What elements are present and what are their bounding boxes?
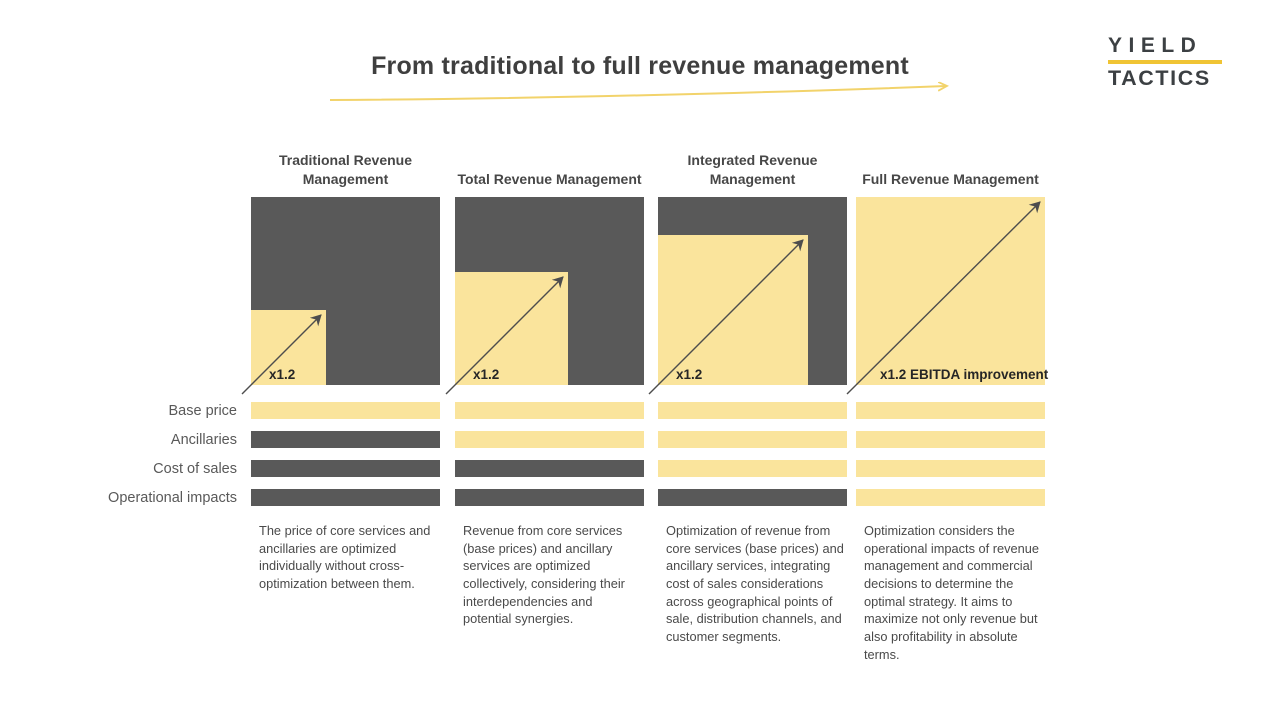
matrix-bar — [455, 402, 644, 419]
matrix-bar — [455, 460, 644, 477]
column-description: Revenue from core services (base prices)… — [463, 523, 625, 627]
growth-square: x1.2 EBITDA improvement — [846, 197, 1049, 395]
growth-square: x1.2 — [648, 197, 847, 395]
matrix-bar — [856, 402, 1045, 419]
matrix-bar — [251, 460, 440, 477]
column-traditional: Traditional Revenue Management x1.2 The … — [241, 148, 440, 708]
matrix-bar — [455, 489, 644, 506]
logo-rule — [1108, 60, 1222, 65]
growth-arrow-icon — [846, 201, 1041, 395]
row-label-base-price: Base price — [168, 402, 237, 419]
growth-arrow-icon — [445, 276, 564, 395]
row-label-cost-of-sales: Cost of sales — [153, 460, 237, 477]
column-description: Optimization of revenue from core servic… — [666, 523, 844, 644]
matrix-bar — [658, 489, 847, 506]
multiplier-label: x1.2 — [269, 367, 296, 382]
matrix-bar — [455, 431, 644, 448]
column-description: Optimization considers the operational i… — [864, 523, 1039, 662]
growth-arrow-icon — [241, 314, 322, 395]
column-integrated: Integrated Revenue Management x1.2 Optim… — [648, 148, 847, 708]
column-header: Total Revenue Management — [457, 171, 642, 188]
growth-square: x1.2 — [241, 197, 440, 395]
title-arrow-icon — [329, 80, 962, 101]
matrix-bar — [251, 431, 440, 448]
growth-square: x1.2 — [445, 197, 644, 395]
page-title: From traditional to full revenue managem… — [371, 52, 909, 80]
multiplier-label: x1.2 — [473, 367, 500, 382]
column-header: Full Revenue Management — [862, 171, 1039, 188]
matrix-bar — [658, 402, 847, 419]
logo-tactics-text: TACTICS — [1108, 66, 1211, 91]
matrix-bar — [251, 489, 440, 506]
multiplier-label: x1.2 EBITDA improvement — [880, 367, 1049, 382]
growth-arrow-icon — [648, 239, 804, 395]
column-full: Full Revenue Management x1.2 EBITDA impr… — [846, 148, 1049, 708]
column-description: The price of core services and ancillari… — [259, 523, 431, 591]
column-header: Integrated Revenue Management — [687, 151, 818, 188]
row-label-ancillaries: Ancillaries — [170, 431, 237, 448]
multiplier-label: x1.2 — [676, 367, 703, 382]
matrix-bar — [856, 431, 1045, 448]
logo-yield-text: YIELD — [1108, 34, 1203, 57]
matrix-bar — [856, 460, 1045, 477]
row-labels: Base price Ancillaries Cost of sales Ope… — [40, 0, 237, 719]
logo: YIELD TACTICS — [1108, 34, 1222, 91]
row-label-operational-impacts: Operational impacts — [108, 489, 237, 506]
column-total: Total Revenue Management x1.2 Revenue fr… — [445, 148, 644, 708]
matrix-bar — [658, 460, 847, 477]
matrix-bar — [251, 402, 440, 419]
matrix-bar — [658, 431, 847, 448]
matrix-bar — [856, 489, 1045, 506]
column-header: Traditional Revenue Management — [278, 151, 413, 188]
